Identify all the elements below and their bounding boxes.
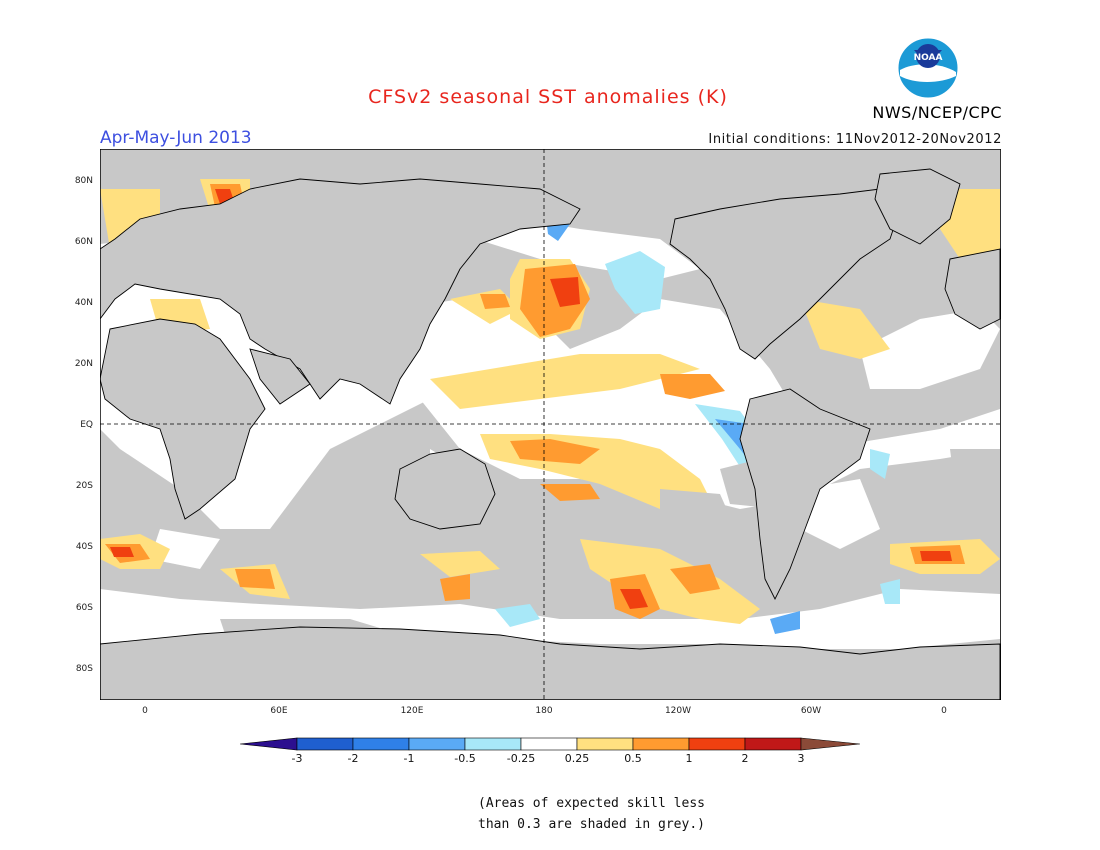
colorbar-tick-label: 3: [797, 752, 805, 765]
lat-label: 80N: [74, 176, 93, 186]
lat-label: 80S: [75, 664, 93, 674]
colorbar-swatch: [688, 737, 746, 751]
colorbar-swatch: [520, 737, 578, 751]
skill-note-line: than 0.3 are shaded in grey.): [478, 817, 705, 832]
colorbar-tick-label: -2: [347, 752, 359, 765]
chart-title: CFSv2 seasonal SST anomalies (K): [368, 86, 728, 108]
colorbar-swatch: [632, 737, 690, 751]
colorbar-tick-label: 0.25: [564, 752, 590, 765]
lon-label: 120E: [400, 706, 424, 716]
land-masses: [100, 168, 1001, 700]
colorbar-tick-label: -0.5: [454, 752, 476, 765]
colorbar-swatch: [296, 737, 354, 751]
lon-label: 0: [941, 706, 947, 716]
noaa-logo: NOAA: [897, 37, 959, 99]
agency-label: NWS/NCEP/CPC: [872, 103, 1002, 122]
lat-label: 40S: [75, 542, 93, 552]
lon-label: 180: [535, 706, 553, 716]
lat-label: 60N: [74, 237, 93, 247]
lat-label: 40N: [74, 298, 93, 308]
skill-note-line: (Areas of expected skill less: [478, 796, 705, 811]
lat-label: 60S: [75, 603, 93, 613]
colorbar-swatch: [576, 737, 634, 751]
noaa-logo-text: NOAA: [914, 53, 943, 63]
colorbar-tick-label: 0.5: [624, 752, 642, 765]
lat-label: 20S: [75, 481, 93, 491]
colorbar-tick-label: -3: [291, 752, 303, 765]
colorbar-arrow-high: [800, 737, 861, 751]
colorbar-tick-label: 2: [741, 752, 749, 765]
colorbar-swatch: [464, 737, 522, 751]
colorbar-arrow-low: [240, 737, 298, 751]
season-label: Apr-May-Jun 2013: [100, 128, 252, 148]
positive-anomaly-regions: [100, 179, 1000, 624]
initial-conditions-label: Initial conditions: 11Nov2012-20Nov2012: [708, 132, 1002, 147]
colorbar-swatch: [744, 737, 802, 751]
lon-label: 60E: [270, 706, 288, 716]
sst-anomaly-map: [100, 149, 1001, 700]
colorbar-tick-label: -1: [403, 752, 415, 765]
colorbar-tick-label: -0.25: [506, 752, 536, 765]
colorbar-swatch: [408, 737, 466, 751]
lon-label: 60W: [800, 706, 822, 716]
colorbar-swatch: [352, 737, 410, 751]
skill-note: (Areas of expected skill less than 0.3 a…: [478, 793, 705, 835]
lon-label: 0: [142, 706, 148, 716]
colorbar-tick-label: 1: [685, 752, 693, 765]
lon-label: 120W: [664, 706, 692, 716]
lat-label: 20N: [74, 359, 93, 369]
lat-label: EQ: [80, 420, 93, 430]
colorbar: [240, 737, 861, 751]
